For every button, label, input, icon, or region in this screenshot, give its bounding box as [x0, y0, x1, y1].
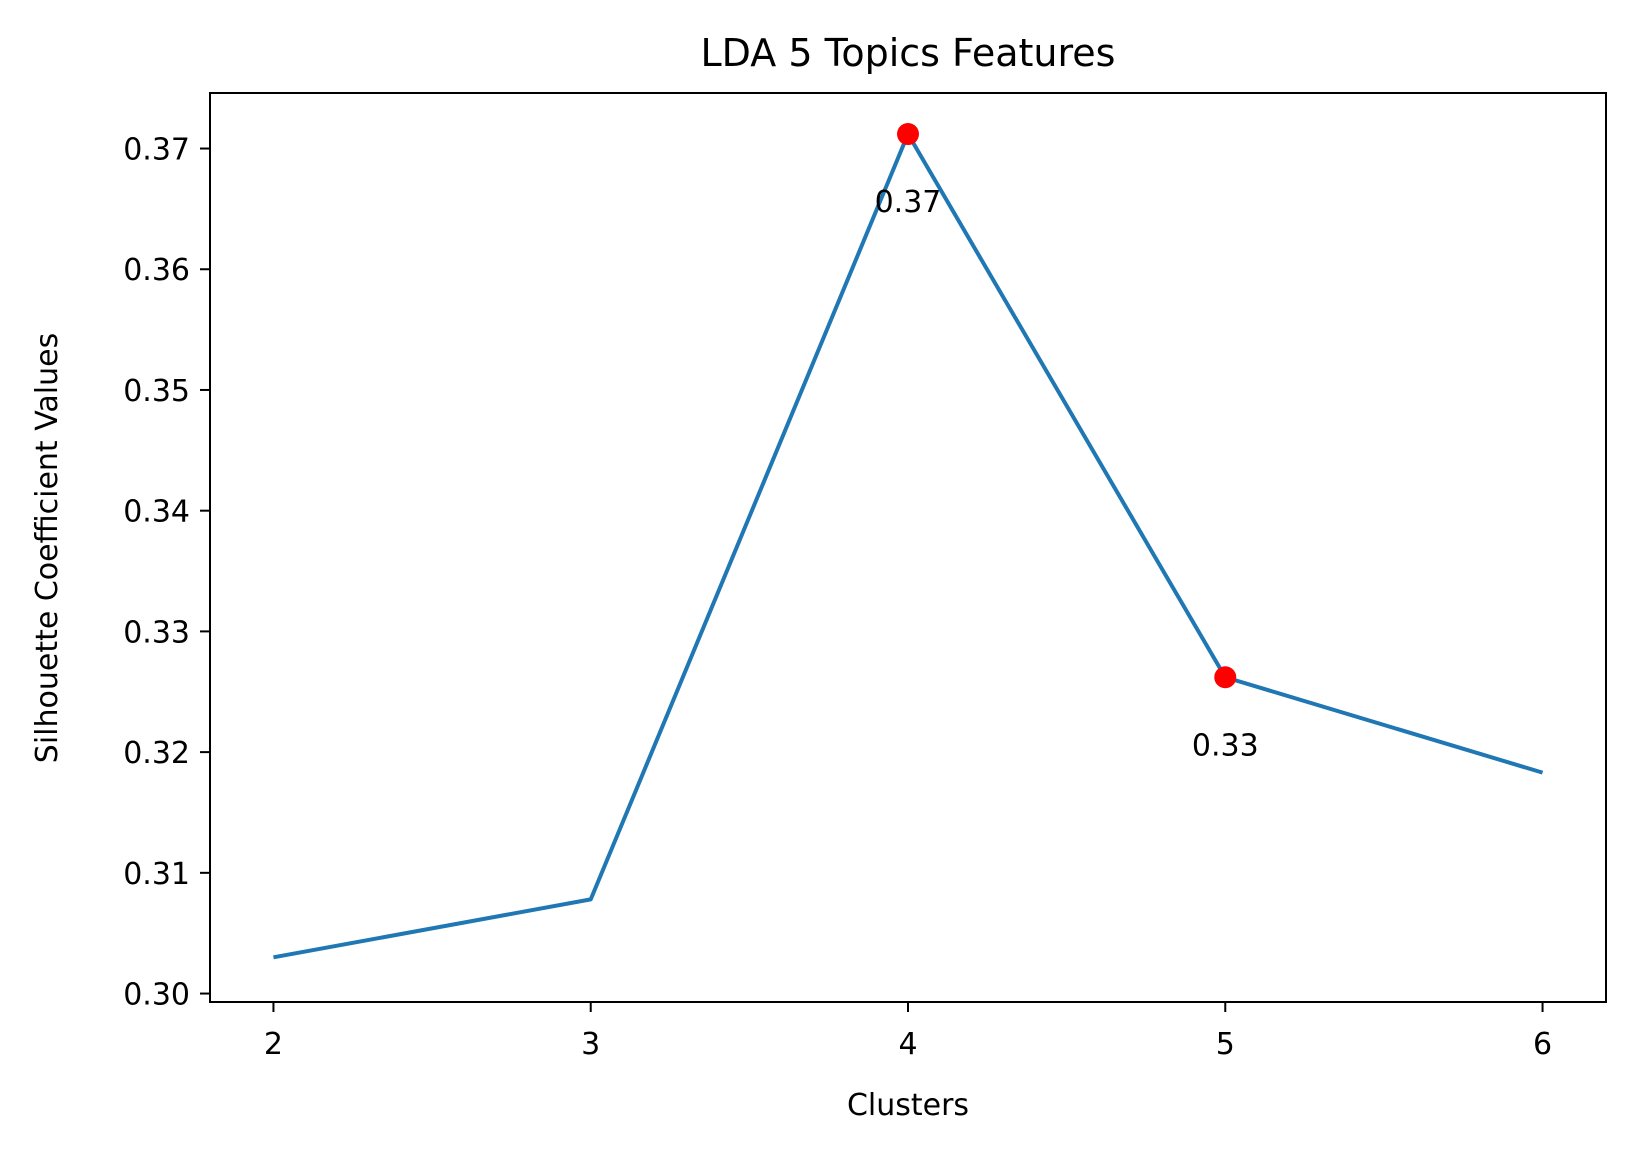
- x-tick-label: 6: [1533, 1027, 1552, 1062]
- y-tick-label: 0.36: [123, 253, 190, 288]
- highlight-point: [897, 123, 919, 146]
- highlight-layer: 0.37 0.33: [875, 123, 1259, 763]
- highlight-point: [1214, 666, 1237, 689]
- y-tick-label: 0.35: [123, 374, 190, 409]
- plot-area-frame: [209, 92, 1607, 1003]
- y-tick-label: 0.34: [123, 495, 190, 530]
- y-tick-label: 0.32: [123, 736, 190, 771]
- chart-title: LDA 5 Topics Features: [701, 31, 1116, 75]
- y-tick-label: 0.37: [123, 133, 190, 168]
- highlight-point-label: 0.37: [875, 185, 942, 220]
- x-tick-label: 4: [898, 1027, 917, 1062]
- y-tick-label: 0.30: [123, 978, 190, 1013]
- y-axis-label: Silhouette Coefficient Values: [30, 333, 65, 763]
- x-tick-label: 3: [581, 1027, 600, 1062]
- x-tick-label: 5: [1216, 1027, 1235, 1062]
- x-axis-label: Clusters: [847, 1088, 969, 1123]
- y-tick-label: 0.33: [123, 615, 190, 650]
- x-tick-label: 2: [264, 1027, 283, 1062]
- y-ticks: 0.30 0.31 0.32 0.33 0.34 0.35 0.36 0.37: [123, 133, 210, 1013]
- x-ticks: 2 3 4 5 6: [264, 1002, 1552, 1062]
- y-tick-label: 0.31: [123, 857, 190, 892]
- highlight-point-label: 0.33: [1192, 728, 1259, 763]
